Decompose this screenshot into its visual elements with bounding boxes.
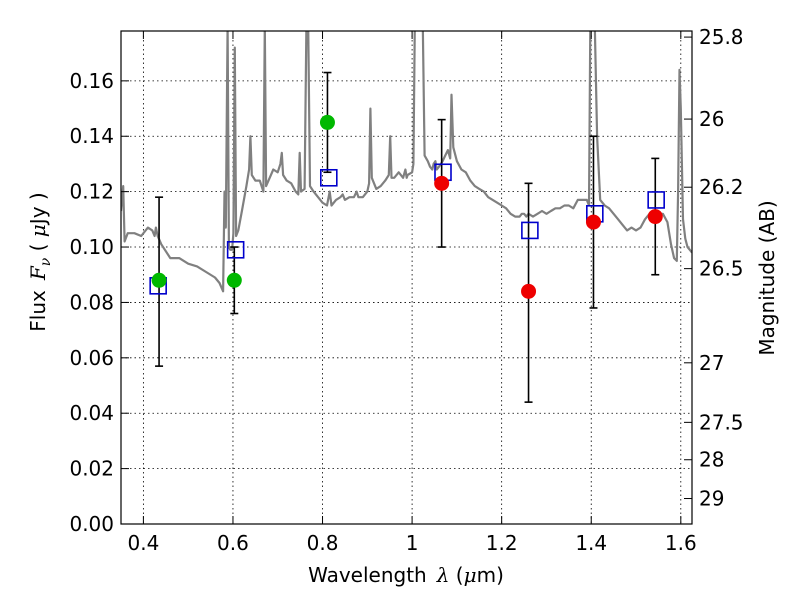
red-data-point — [647, 209, 663, 225]
red-data-point — [434, 175, 450, 191]
y-axis-label-unit-open: ( — [26, 237, 50, 258]
y-tick-label: 0.02 — [69, 457, 114, 481]
x-axis-label-symbol: λ — [436, 563, 450, 587]
x-axis-label-unit-open: ( — [449, 563, 463, 587]
green-data-point — [226, 272, 242, 288]
right-tick-label: 29 — [699, 487, 724, 511]
x-tick-label: 0.6 — [217, 531, 249, 555]
right-tick-label: 27.5 — [699, 410, 744, 434]
y-axis-label-unit-mu: μ — [26, 224, 50, 237]
x-tick-label: 1.4 — [575, 531, 607, 555]
right-tick-label: 26.5 — [699, 257, 744, 281]
y-axis-label-unit-close: Jy ) — [26, 192, 50, 226]
right-axis-label: Magnitude (AB) — [755, 200, 779, 355]
y-axis-label-text: Flux — [26, 290, 50, 332]
right-tick-label: 26.2 — [699, 175, 744, 199]
green-data-point — [151, 272, 167, 288]
y-tick-label: 0.00 — [69, 512, 114, 536]
grid-lines — [121, 31, 692, 525]
y-tick-label: 0.08 — [69, 290, 114, 314]
red-data-point — [521, 283, 537, 299]
y-tick-label: 0.12 — [69, 180, 114, 204]
model-square-marker — [226, 241, 245, 259]
x-axis-label-unit-close: m) — [477, 563, 504, 587]
y-tick-label: 0.06 — [69, 346, 114, 370]
y-tick-label: 0.16 — [69, 69, 114, 93]
x-tick-label: 0.4 — [127, 531, 159, 555]
x-axis-label-unit-mu: μ — [464, 563, 477, 587]
green-data-point — [319, 114, 335, 130]
template-spectrum-layer — [121, 31, 692, 293]
y-tick-label: 0.14 — [69, 124, 114, 148]
x-axis-label: Wavelength λ (μm) — [308, 563, 504, 587]
right-tick-label: 28 — [699, 448, 724, 472]
x-axis-label-text: Wavelength — [308, 563, 427, 587]
y-tick-label: 0.10 — [69, 235, 114, 259]
template-spectrum-line — [121, 31, 692, 293]
y-axis-label: Flux Fν ( μJy ) — [26, 192, 54, 331]
right-tick-label: 26 — [699, 107, 724, 131]
data-point-layer — [151, 114, 663, 299]
y-tick-label: 0.04 — [69, 401, 114, 425]
x-tick-label: 1.6 — [665, 531, 697, 555]
y-axis-label-symbol: F — [26, 265, 50, 281]
red-data-point — [585, 214, 601, 230]
model-square-marker — [319, 168, 338, 187]
x-tick-label: 0.8 — [307, 531, 339, 555]
model-square-marker — [647, 191, 665, 209]
y-axis-label-subscript: ν — [38, 257, 54, 266]
model-square-marker — [521, 221, 539, 240]
tick-layer: 0.4 0.6 0.8 1 1.2 1.4 1.6 0.00 0.02 0.04 0.06 0.08 0… — [69, 25, 743, 555]
plot-frame — [120, 30, 693, 525]
x-tick-label: 1 — [406, 531, 419, 555]
right-tick-label: 27 — [699, 351, 724, 375]
right-tick-label: 25.8 — [699, 25, 744, 49]
errorbar-layer — [155, 71, 660, 403]
x-tick-label: 1.2 — [486, 531, 518, 555]
